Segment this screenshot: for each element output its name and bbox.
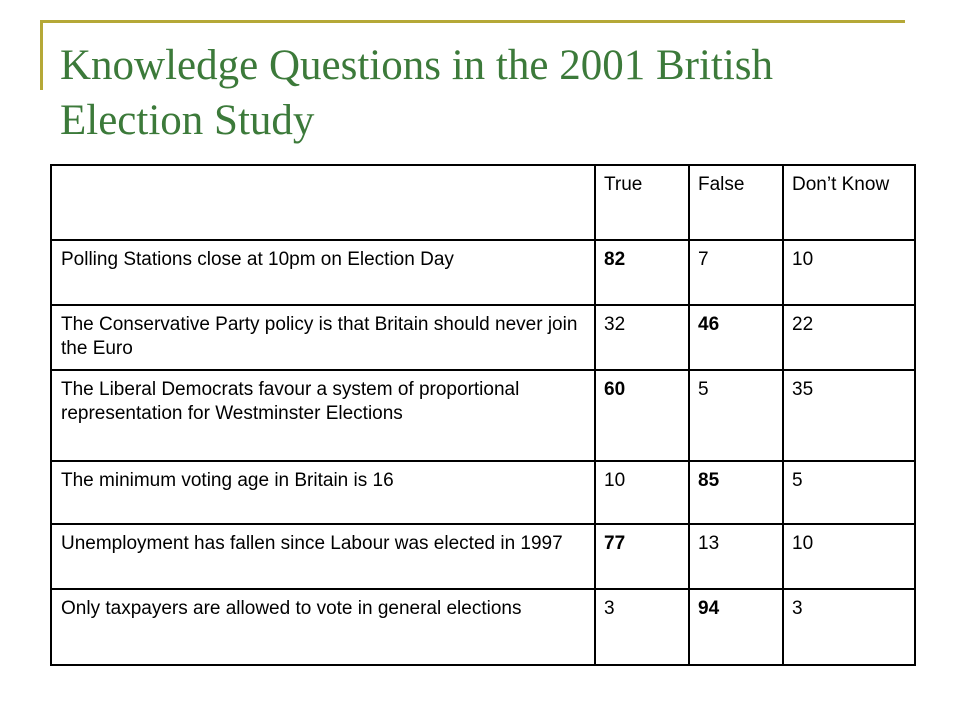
header-cell-empty: [50, 164, 596, 241]
frame-top-line: [40, 20, 905, 23]
dont-know-cell: 3: [782, 588, 916, 666]
table-row: The Liberal Democrats favour a system of…: [50, 369, 916, 462]
false-cell: 85: [688, 460, 784, 525]
true-cell: 3: [594, 588, 690, 666]
table-row: The Conservative Party policy is that Br…: [50, 304, 916, 371]
slide-title: Knowledge Questions in the 2001 British …: [60, 42, 774, 144]
true-cell: 60: [594, 369, 690, 462]
table-header-row: True False Don’t Know: [50, 164, 916, 241]
dont-know-cell: 10: [782, 523, 916, 590]
false-cell: 5: [688, 369, 784, 462]
dont-know-cell: 35: [782, 369, 916, 462]
header-dont-know: Don’t Know: [782, 164, 916, 241]
false-cell: 13: [688, 523, 784, 590]
dont-know-cell: 10: [782, 239, 916, 306]
false-cell: 46: [688, 304, 784, 371]
frame-left-line: [40, 20, 43, 90]
question-cell: The Liberal Democrats favour a system of…: [50, 369, 596, 462]
true-cell: 32: [594, 304, 690, 371]
header-true: True: [594, 164, 690, 241]
true-cell: 82: [594, 239, 690, 306]
question-cell: Only taxpayers are allowed to vote in ge…: [50, 588, 596, 666]
knowledge-table: True False Don’t Know Polling Stations c…: [50, 164, 916, 666]
dont-know-cell: 22: [782, 304, 916, 371]
question-cell: The Conservative Party policy is that Br…: [50, 304, 596, 371]
table-row: Unemployment has fallen since Labour was…: [50, 523, 916, 590]
question-cell: Unemployment has fallen since Labour was…: [50, 523, 596, 590]
table-row: Only taxpayers are allowed to vote in ge…: [50, 588, 916, 666]
question-cell: The minimum voting age in Britain is 16: [50, 460, 596, 525]
header-false: False: [688, 164, 784, 241]
true-cell: 10: [594, 460, 690, 525]
table-row: Polling Stations close at 10pm on Electi…: [50, 239, 916, 306]
false-cell: 94: [688, 588, 784, 666]
false-cell: 7: [688, 239, 784, 306]
true-cell: 77: [594, 523, 690, 590]
question-cell: Polling Stations close at 10pm on Electi…: [50, 239, 596, 306]
table-row: The minimum voting age in Britain is 16 …: [50, 460, 916, 525]
dont-know-cell: 5: [782, 460, 916, 525]
